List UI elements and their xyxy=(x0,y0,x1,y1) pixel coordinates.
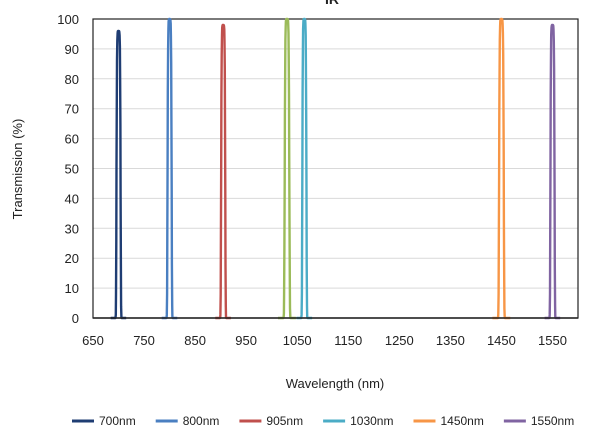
legend-item-800nm: 800nm xyxy=(155,414,220,428)
y-tick-label: 100 xyxy=(57,12,79,27)
legend-label: 800nm xyxy=(183,414,220,428)
x-tick-label: 1150 xyxy=(334,333,362,348)
x-axis-title: Wavelength (nm) xyxy=(286,376,385,391)
legend-label: 1550nm xyxy=(531,414,574,428)
y-tick-label: 10 xyxy=(65,281,79,296)
legend-item-1550nm: 1550nm xyxy=(503,414,574,428)
legend-label: 700nm xyxy=(99,414,136,428)
y-tick-label: 90 xyxy=(65,42,79,57)
x-tick-label: 1050 xyxy=(283,333,312,348)
y-tick-label: 30 xyxy=(65,221,79,236)
x-tick-label: 1450 xyxy=(487,333,516,348)
y-tick-label: 0 xyxy=(72,311,79,326)
legend-item-905nm: 905nm xyxy=(239,414,303,428)
x-axis-ticks: 650 750 850 950 1050 1150 1250 1350 1450 1550 xyxy=(82,333,567,348)
chart-title: IR xyxy=(325,0,339,7)
x-tick-label: 650 xyxy=(82,333,104,348)
y-tick-label: 40 xyxy=(65,191,79,206)
x-tick-label: 850 xyxy=(184,333,206,348)
series-layer xyxy=(93,17,578,320)
x-tick-label: 1250 xyxy=(385,333,414,348)
x-tick-label: 950 xyxy=(235,333,257,348)
y-axis-title: Transmission (%) xyxy=(10,119,25,220)
y-tick-label: 70 xyxy=(65,102,79,117)
x-tick-label: 1350 xyxy=(436,333,465,348)
y-tick-label: 20 xyxy=(65,251,79,266)
y-tick-label: 50 xyxy=(65,162,79,177)
legend-item-1450nm: 1450nm xyxy=(413,414,484,428)
legend-item-700nm: 700nm xyxy=(72,414,136,428)
legend-label: 1450nm xyxy=(440,414,483,428)
y-axis-ticks: 0 10 20 30 40 50 60 70 80 90 100 xyxy=(57,12,79,326)
x-tick-label: 1550 xyxy=(538,333,567,348)
legend-item-1030nm: 1030nm xyxy=(323,414,393,428)
y-tick-label: 80 xyxy=(65,72,79,87)
legend-label: 1030nm xyxy=(350,414,393,428)
y-tick-label: 60 xyxy=(65,132,79,147)
x-tick-label: 750 xyxy=(133,333,155,348)
legend-label: 905nm xyxy=(266,414,303,428)
legend: 700nm 800nm 905nm 1030nm 1450nm 1550nm xyxy=(72,414,574,428)
